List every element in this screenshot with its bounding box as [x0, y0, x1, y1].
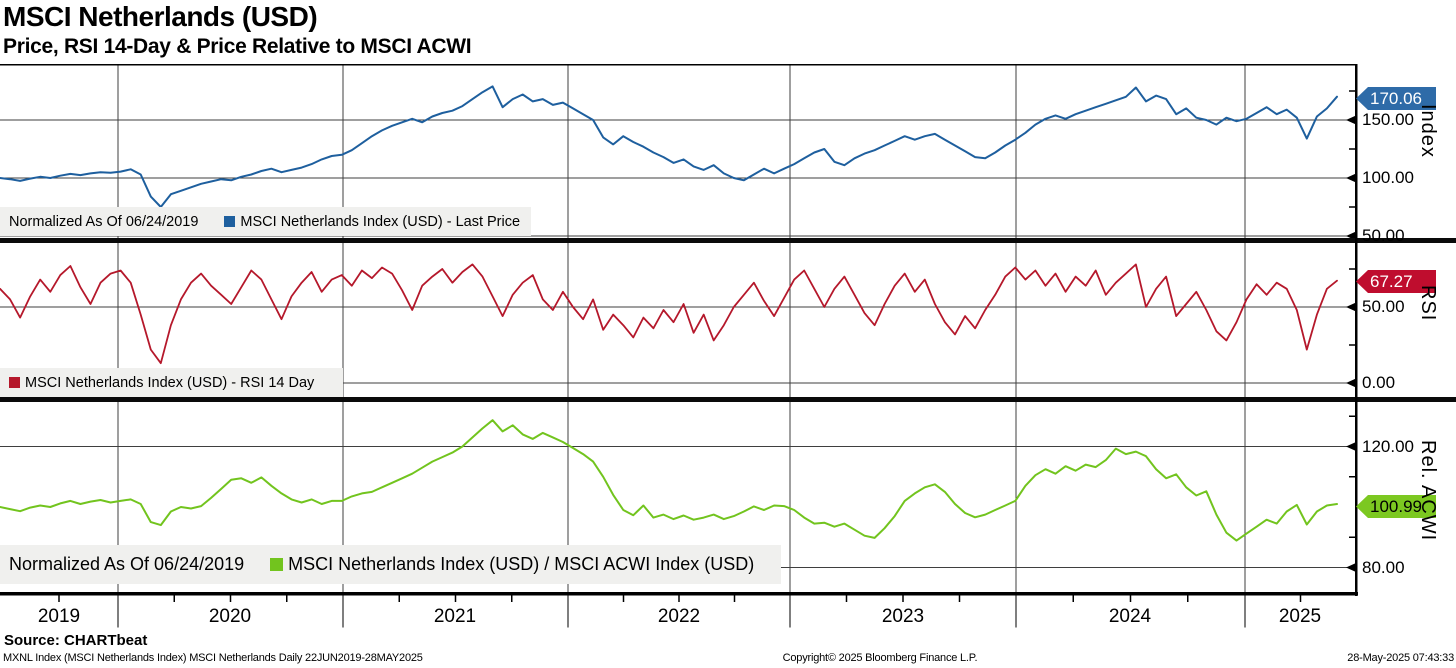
copyright-notice: Copyright© 2025 Bloomberg Finance L.P.: [782, 652, 978, 664]
rsi-line: [0, 263, 1338, 365]
price-tick-100: 100.00: [1362, 168, 1414, 187]
year-label-2023: 2023: [881, 606, 925, 627]
rel-acwi-series-swatch-icon: [270, 558, 284, 571]
year-label-2022: 2022: [657, 606, 701, 627]
page-subtitle: Price, RSI 14-Day & Price Relative to MS…: [3, 35, 472, 58]
rel-tick-120: 120.00: [1362, 437, 1414, 456]
rel-acwi-axis-title: Rel. ACWI: [1417, 440, 1439, 542]
price-axis-title: Index: [1417, 104, 1439, 158]
price-last-value-badge: 170.06: [1356, 87, 1436, 110]
year-label-2019: 2019: [37, 606, 81, 627]
page-title: MSCI Netherlands (USD): [3, 1, 318, 32]
rsi-axis-title: RSI: [1417, 285, 1439, 322]
timestamp: 28-May-2025 07:43:33: [1347, 652, 1454, 664]
rsi-series-swatch-icon: [9, 377, 20, 388]
price-line: [0, 85, 1338, 208]
rsi-legend: MSCI Netherlands Index (USD) - RSI 14 Da…: [0, 368, 343, 397]
year-label-2024: 2024: [1108, 606, 1152, 627]
rsi-tick-0: 0.00: [1362, 373, 1396, 392]
price-tick-150: 150.00: [1362, 110, 1414, 129]
rel_acwi-line: [0, 419, 1338, 542]
rel-acwi-legend: Normalized As Of 06/24/2019 MSCI Netherl…: [0, 545, 781, 584]
rel-acwi-series-label: MSCI Netherlands Index (USD) / MSCI ACWI…: [288, 554, 755, 574]
year-label-2025: 2025: [1278, 606, 1322, 627]
rel-acwi-last-value-badge: 100.99: [1356, 495, 1436, 518]
normalized-note: Normalized As Of 06/24/2019: [9, 213, 199, 230]
year-label-2020: 2020: [208, 606, 252, 627]
rel-tick-80: 80.00: [1362, 558, 1405, 577]
price-series-swatch-icon: [224, 216, 236, 227]
rsi-series-label: MSCI Netherlands Index (USD) - RSI 14 Da…: [25, 374, 315, 391]
source-label: Source: CHARTbeat: [4, 632, 148, 649]
rsi-tick-50: 50.00: [1362, 297, 1405, 316]
rsi-last-value-badge: 67.27: [1356, 270, 1436, 293]
price-tick-50: 50.00: [1362, 226, 1405, 245]
price-legend: Normalized As Of 06/24/2019 MSCI Netherl…: [0, 207, 531, 236]
normalized-note: Normalized As Of 06/24/2019: [9, 554, 245, 574]
security-description: MXNL Index (MSCI Netherlands Index) MSCI…: [3, 652, 423, 664]
price-series-label: MSCI Netherlands Index (USD) - Last Pric…: [240, 213, 521, 230]
year-label-2021: 2021: [433, 606, 477, 627]
